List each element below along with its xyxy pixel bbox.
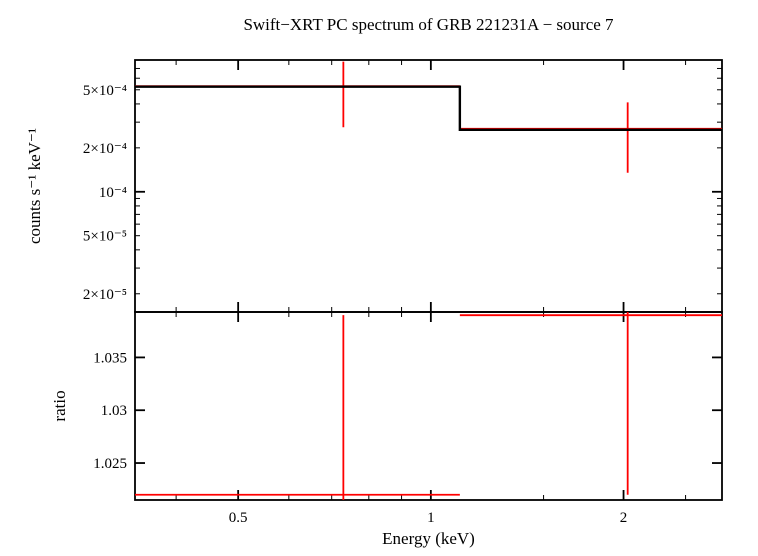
x-tick-label: 2 [620, 510, 628, 526]
chart-svg: Swift−XRT PC spectrum of GRB 221231A − s… [0, 0, 758, 556]
spectrum-chart: Swift−XRT PC spectrum of GRB 221231A − s… [0, 0, 758, 556]
bottom-panel-frame [135, 312, 722, 500]
x-tick-label: 0.5 [229, 510, 248, 526]
top-panel-frame [135, 60, 722, 312]
y-tick-label: 1.035 [93, 350, 127, 366]
chart-title: Swift−XRT PC spectrum of GRB 221231A − s… [243, 15, 614, 34]
y-tick-label: 5×10⁻⁵ [83, 229, 127, 245]
y-tick-label: 2×10⁻⁵ [83, 287, 127, 303]
y-axis-label-top: counts s⁻¹ keV⁻¹ [25, 128, 44, 244]
y-tick-label: 2×10⁻⁴ [83, 141, 127, 157]
model-step [135, 87, 722, 130]
x-axis-label: Energy (keV) [382, 529, 475, 548]
y-tick-label: 1.025 [93, 456, 127, 472]
y-tick-label: 5×10⁻⁴ [83, 83, 127, 99]
y-axis-label-bottom: ratio [50, 390, 69, 421]
x-tick-label: 1 [427, 510, 435, 526]
y-tick-label: 10⁻⁴ [99, 185, 127, 201]
y-tick-label: 1.03 [101, 403, 127, 419]
